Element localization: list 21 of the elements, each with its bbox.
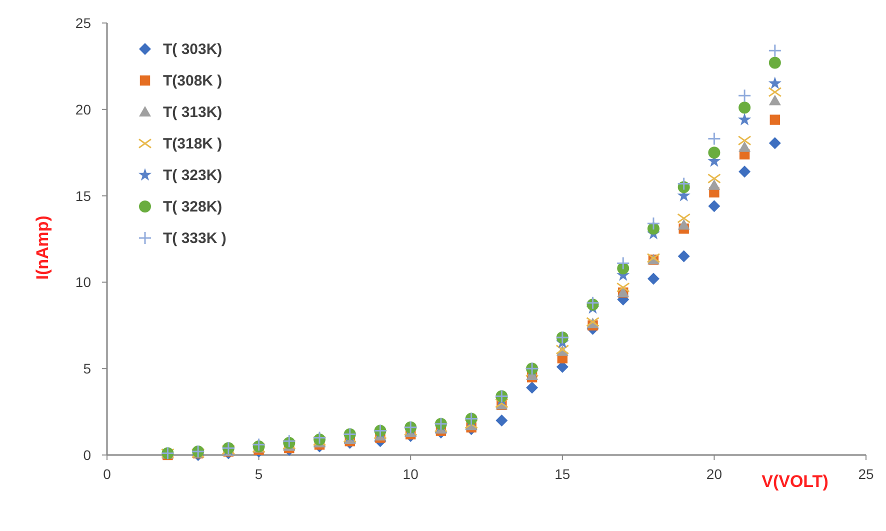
legend-label: T( 323K) bbox=[163, 167, 222, 184]
legend-label: T(308K ) bbox=[163, 72, 222, 90]
x-tick-label: 5 bbox=[254, 466, 263, 482]
x-axis-title: V(VOLT) bbox=[762, 472, 828, 491]
y-tick-label: 5 bbox=[83, 360, 92, 377]
x-tick-label: 25 bbox=[858, 466, 874, 482]
legend-label: T( 303K) bbox=[163, 41, 222, 58]
y-tick-label: 0 bbox=[83, 447, 92, 463]
x-tick-label: 15 bbox=[554, 466, 570, 482]
legend-label: T(318K ) bbox=[163, 136, 222, 152]
legend-label: T( 328K) bbox=[163, 198, 222, 216]
y-tick-label: 15 bbox=[75, 188, 92, 204]
y-tick-label: 20 bbox=[75, 101, 92, 118]
y-tick-label: 25 bbox=[75, 15, 92, 31]
x-tick-label: 10 bbox=[402, 466, 419, 482]
x-tick-label: 20 bbox=[706, 466, 722, 482]
y-tick-label: 10 bbox=[75, 274, 92, 290]
y-axis-title: I(nAmp) bbox=[33, 216, 52, 280]
x-tick-label: 0 bbox=[103, 466, 112, 482]
legend-label: T( 333K ) bbox=[163, 230, 226, 247]
legend-label: T( 313K) bbox=[163, 104, 222, 121]
